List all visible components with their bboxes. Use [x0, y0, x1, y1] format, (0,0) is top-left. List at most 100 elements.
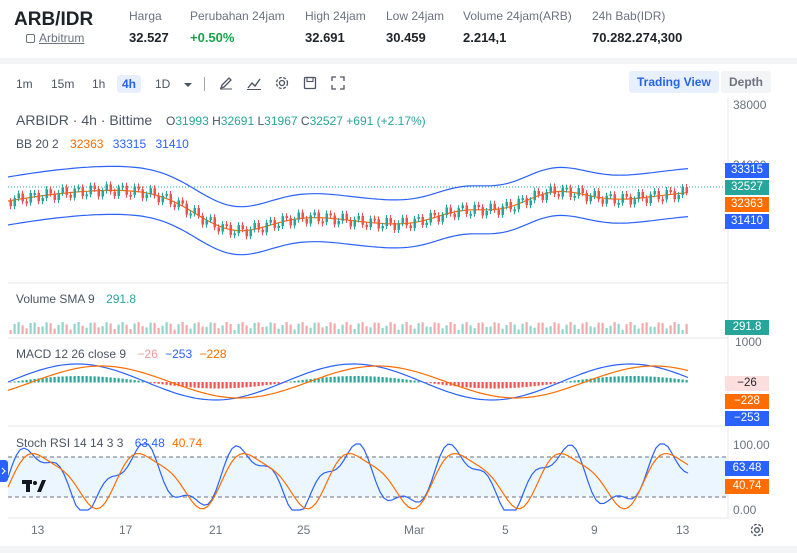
- candle-body: [421, 216, 424, 226]
- candle-body: [105, 184, 108, 191]
- volume-bar: [449, 322, 452, 334]
- macd-hist-bar: [665, 377, 668, 383]
- chart-settings-gear-icon[interactable]: [749, 522, 765, 538]
- interval-1h[interactable]: 1h: [92, 77, 106, 91]
- indicators-icon[interactable]: [246, 75, 262, 91]
- candle-body: [657, 190, 660, 200]
- candle-body: [593, 191, 596, 197]
- candle-body: [197, 208, 200, 216]
- tradingview-chart[interactable]: ARBIDR · 4h · Bittime O31993 H32691 L319…: [0, 98, 797, 546]
- volume-bar: [69, 329, 72, 334]
- volume-bar: [497, 323, 500, 334]
- volume-bar: [333, 323, 336, 334]
- candle-body: [485, 211, 488, 216]
- macd-hist-bar: [149, 382, 152, 383]
- candle-body: [577, 188, 580, 196]
- expand-panel-handle[interactable]: [0, 460, 8, 482]
- macd-hist-bar: [561, 382, 564, 383]
- chevron-down-icon[interactable]: [180, 77, 196, 93]
- macd-hist-bar: [305, 379, 308, 383]
- macd-hist-bar: [121, 378, 124, 383]
- volume-bar: [433, 322, 436, 334]
- time-label: 25: [297, 523, 311, 537]
- macd-hist-bar: [233, 382, 236, 389]
- candle-body: [673, 191, 676, 200]
- macd-hist-bar: [317, 378, 320, 383]
- candle-body: [17, 193, 20, 199]
- volume-bar: [501, 328, 504, 334]
- bb-lower-badge: 31410: [725, 214, 769, 229]
- volume-bar: [309, 327, 312, 334]
- tradingview-logo[interactable]: [20, 475, 50, 497]
- macd-hist-bar: [533, 382, 536, 387]
- macd-hist-bar: [85, 376, 88, 383]
- macd-hist-bar: [41, 378, 44, 383]
- depth-button[interactable]: Depth: [721, 71, 771, 93]
- stat-label: 24h Bab(IDR): [592, 9, 666, 23]
- candle-body: [121, 185, 124, 188]
- macd-hist-bar: [361, 376, 364, 383]
- volume-bar: [245, 325, 248, 334]
- volume-bar: [269, 322, 272, 334]
- macd-hist-bar: [497, 382, 500, 389]
- stat-price: Harga 32.527: [129, 9, 169, 45]
- macd-hist-bar: [129, 379, 132, 383]
- candle-body: [305, 218, 308, 224]
- candle-body: [49, 189, 52, 194]
- volume-bar: [313, 322, 316, 334]
- candle-body: [141, 189, 144, 199]
- chart-canvas[interactable]: [0, 98, 797, 546]
- macd-hist-bar: [409, 380, 412, 383]
- macd-hist-bar: [297, 380, 300, 383]
- fullscreen-icon[interactable]: [330, 75, 346, 91]
- candle-body: [133, 186, 136, 195]
- macd-hist-bar: [101, 376, 104, 383]
- candle-body: [249, 229, 252, 237]
- gear-icon[interactable]: [274, 75, 290, 91]
- time-label: 5: [502, 523, 509, 537]
- save-icon[interactable]: [302, 75, 318, 91]
- trading-view-button[interactable]: Trading View: [629, 71, 719, 93]
- interval-1m[interactable]: 1m: [16, 77, 33, 91]
- macd-hist-bar: [641, 376, 644, 383]
- bb-mid-badge: 32363: [725, 197, 769, 212]
- candle-body: [313, 212, 316, 216]
- macd-hist-bar: [229, 382, 232, 389]
- candle-body: [541, 194, 544, 200]
- stat-low: Low 24jam 30.459: [386, 9, 444, 45]
- candle-body: [393, 222, 396, 230]
- macd-hist-bar: [53, 376, 56, 383]
- coin-name: Arbitrum: [39, 31, 85, 45]
- interval-15m[interactable]: 15m: [51, 77, 75, 91]
- macd-hist-bar: [313, 378, 316, 383]
- coin-link[interactable]: Arbitrum: [26, 31, 84, 45]
- candle-body: [257, 222, 260, 230]
- candle-body: [413, 218, 416, 229]
- macd-hist-bar: [177, 382, 180, 387]
- volume-bar: [217, 328, 220, 334]
- candle-body: [281, 216, 284, 226]
- volume-bar: [437, 323, 440, 334]
- macd-hist-bar: [329, 376, 332, 383]
- macd-hist-bar: [445, 382, 448, 386]
- candle-body: [521, 198, 524, 201]
- draw-pencil-icon[interactable]: [218, 75, 234, 91]
- candle-body: [677, 195, 680, 200]
- macd-hist-bar: [245, 382, 248, 388]
- candle-body: [641, 192, 644, 199]
- candle-body: [405, 217, 408, 226]
- volume-bar: [261, 326, 264, 334]
- volume-bar: [293, 329, 296, 334]
- candle-body: [361, 215, 364, 225]
- volume-bar: [517, 329, 520, 334]
- volume-bar: [577, 328, 580, 334]
- interval-1d[interactable]: 1D: [155, 77, 171, 91]
- interval-4h[interactable]: 4h: [117, 75, 142, 93]
- volume-bar: [681, 329, 684, 334]
- volume-bar: [193, 323, 196, 334]
- volume-bar: [493, 322, 496, 334]
- candle-body: [425, 222, 428, 226]
- candle-body: [101, 190, 104, 197]
- volume-bar: [181, 322, 184, 334]
- change-value: +691 (+2.17%): [346, 114, 426, 128]
